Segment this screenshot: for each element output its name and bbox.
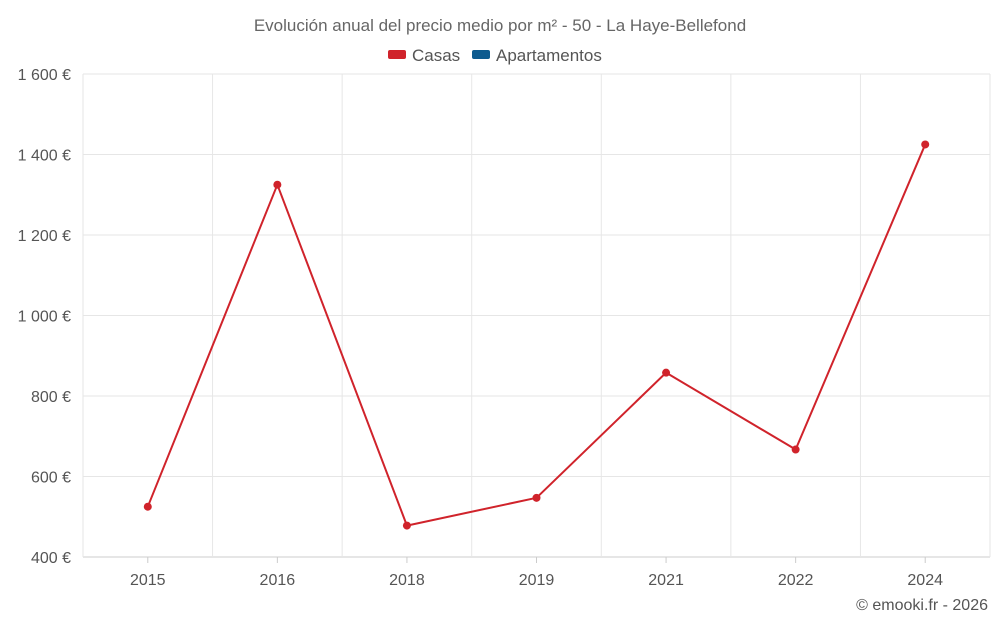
y-tick-label: 1 200 € [18,228,71,245]
y-tick-label: 1 600 € [18,67,71,84]
series-layer [143,140,930,530]
x-tick-label: 2015 [130,572,166,589]
data-point-casas-2019[interactable] [532,493,541,502]
legend: Casas Apartamentos [388,46,602,65]
data-point-casas-2022[interactable] [791,445,800,454]
legend-label-casas: Casas [412,46,460,65]
x-tick-label: 2018 [389,572,425,589]
credit-text: © emooki.fr - 2026 [856,597,988,614]
y-tick-label: 1 400 € [18,148,71,165]
x-tick-label: 2021 [648,572,684,589]
legend-swatch-casas [388,50,406,59]
data-point-casas-2015[interactable] [143,502,152,511]
y-axis: 400 € 600 € 800 € 1 000 € 1 200 € 1 400 € 1 60… [18,67,71,567]
x-tick-label: 2024 [907,572,943,589]
legend-label-apartamentos: Apartamentos [496,46,602,65]
grid [82,73,991,558]
data-point-casas-2016[interactable] [273,180,282,189]
legend-swatch-apartamentos [472,50,490,59]
data-point-casas-2018[interactable] [402,521,411,530]
legend-item-casas[interactable]: Casas [388,46,460,65]
legend-item-apartamentos[interactable]: Apartamentos [472,46,602,65]
y-tick-label: 400 € [31,550,71,567]
y-tick-label: 800 € [31,389,71,406]
data-point-casas-2021[interactable] [662,368,671,377]
x-tick-label: 2016 [260,572,296,589]
y-tick-label: 1 000 € [18,309,71,326]
x-axis: 2015 2016 2018 2019 2021 2022 2024 [130,557,943,589]
chart-title: Evolución anual del precio medio por m² … [254,16,746,35]
x-tick-label: 2022 [778,572,814,589]
x-tick-label: 2019 [519,572,555,589]
y-tick-label: 600 € [31,470,71,487]
data-point-casas-2024[interactable] [921,140,930,149]
series-line-casas [146,144,927,527]
